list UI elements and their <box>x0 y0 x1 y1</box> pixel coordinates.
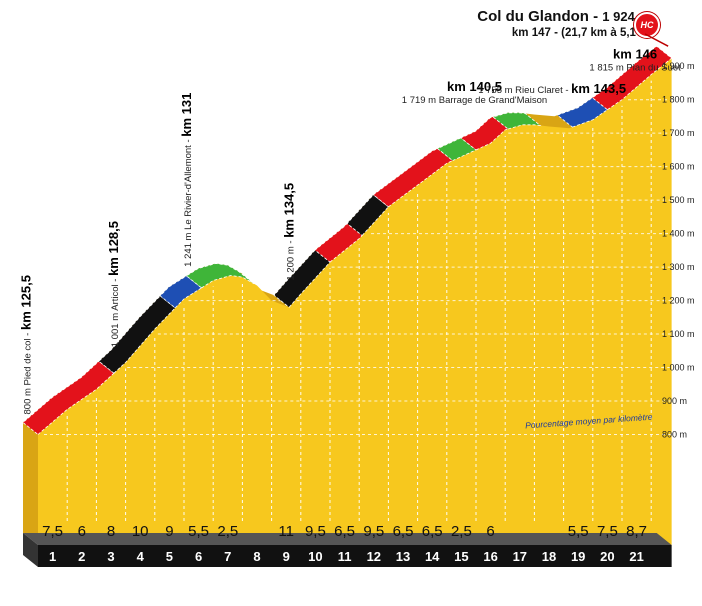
grade-label: 2,5 <box>217 523 238 540</box>
hc-category-icon: HC <box>634 12 660 38</box>
km-label: 19 <box>571 549 585 564</box>
km-label: 8 <box>253 549 260 564</box>
grade-label: 6,5 <box>334 523 355 540</box>
km-label: 14 <box>425 549 440 564</box>
grade-label: 8,7 <box>626 523 647 540</box>
km-label: 13 <box>396 549 410 564</box>
km-label: 10 <box>308 549 322 564</box>
grade-label: 8 <box>107 523 115 540</box>
road-segment <box>591 45 673 111</box>
road-segment <box>460 116 509 151</box>
altitude-tick-label: 1 500 m <box>662 195 695 205</box>
km-label: 7 <box>224 549 231 564</box>
altitude-tick-label: 800 m <box>662 430 687 440</box>
km-label: 16 <box>483 549 497 564</box>
col-name: Col du Glandon <box>477 8 589 25</box>
axis-layer <box>23 533 672 567</box>
labels-layer: 1 2 3 4 5 6 7 8 9 10 11 12 13 14 15 16 17 18 19 20 217,5 6 8 10… <box>19 33 695 564</box>
grade-label: 10 <box>132 523 149 540</box>
place-km-label: km 131 <box>179 93 194 137</box>
grade-label: 2,5 <box>451 523 472 540</box>
place-km-label: km 143,5 <box>571 81 626 96</box>
road-segments-layer <box>22 45 673 436</box>
road-segment <box>185 263 255 289</box>
road-segment <box>346 194 389 237</box>
grade-label: 6,5 <box>422 523 443 540</box>
km-label: 21 <box>629 549 643 564</box>
km-band-side <box>23 533 38 567</box>
km-label: 4 <box>137 549 145 564</box>
place-annotation: 1 815 m Plan du Suet <box>589 63 681 74</box>
road-segment <box>556 97 609 128</box>
grade-label: 9 <box>165 523 173 540</box>
road-segment <box>98 295 176 374</box>
km-label: 18 <box>542 549 556 564</box>
road-segment <box>372 148 454 208</box>
grade-label: 7,5 <box>597 523 618 540</box>
km-label: 11 <box>338 549 352 564</box>
place-km-label: km 125,5 <box>19 275 34 330</box>
altitude-tick-label: 1 200 m <box>662 296 695 306</box>
road-segment <box>436 137 477 162</box>
grade-label: 7,5 <box>42 523 63 540</box>
title-block: Col du Glandon - 1 924 m km 147 - (21,7 … <box>477 8 650 40</box>
km-label: 20 <box>600 549 614 564</box>
grade-label: 9,5 <box>363 523 384 540</box>
altitude-tick-label: 1 000 m <box>662 363 695 373</box>
place-km-label: km 146 <box>613 47 657 62</box>
place-km-label: km 134,5 <box>281 183 296 238</box>
place-annotation: 1 241 m Le Rivier-d'Allemont - km 131 <box>179 93 194 267</box>
profile-fill-layer <box>38 58 672 545</box>
altitude-tick-label: 1 300 m <box>662 262 695 272</box>
place-annotation: 1 719 m Barrage de Grand'Maison <box>402 95 547 106</box>
grade-label: 5,5 <box>568 523 589 540</box>
grade-label: 11 <box>278 523 294 540</box>
altitude-tick-label: 1 100 m <box>662 329 695 339</box>
altitude-tick-label: 900 m <box>662 396 687 406</box>
altitude-tick-label: 1 600 m <box>662 162 695 172</box>
km-label: 17 <box>513 549 527 564</box>
altitude-tick-label: 1 900 m <box>662 61 695 71</box>
grade-label: 6,5 <box>393 523 414 540</box>
place-km-label: km 140,5 <box>447 79 502 94</box>
km-label: 2 <box>78 549 85 564</box>
km-label: 1 <box>49 549 56 564</box>
profile-area <box>38 58 672 545</box>
km-label: 9 <box>283 549 290 564</box>
km-band-top <box>23 533 672 545</box>
grade-label: 9,5 <box>305 523 326 540</box>
km-label: 3 <box>107 549 114 564</box>
altitude-tick-label: 1 400 m <box>662 229 695 239</box>
grade-label: 6 <box>486 523 494 540</box>
grade-label: 6 <box>78 523 86 540</box>
km-band <box>38 545 672 567</box>
title-separator: - <box>593 8 603 25</box>
altitude-tick-label: 1 800 m <box>662 95 695 105</box>
km-label: 6 <box>195 549 202 564</box>
km-label: 12 <box>367 549 381 564</box>
place-annotation: 1 200 m - km 134,5 <box>281 183 296 281</box>
km-label: 5 <box>166 549 173 564</box>
km-label: 15 <box>454 549 468 564</box>
altitude-tick-label: 1 700 m <box>662 128 695 138</box>
place-km-label: km 128,5 <box>106 221 121 276</box>
road-segment <box>492 112 542 130</box>
summit-marker-line <box>644 33 669 47</box>
grade-label: 5,5 <box>188 523 209 540</box>
place-annotation: 1 001 m Articol - km 128,5 <box>106 221 121 347</box>
grid-layer <box>44 80 674 521</box>
place-annotation: 800 m Pied de col - km 125,5 <box>19 275 34 414</box>
chart-subtitle: km 147 - (21,7 km à 5,1%) <box>511 27 650 39</box>
place-annotation: 1 755 m Rieu Claret - km 143,5 <box>478 81 626 96</box>
